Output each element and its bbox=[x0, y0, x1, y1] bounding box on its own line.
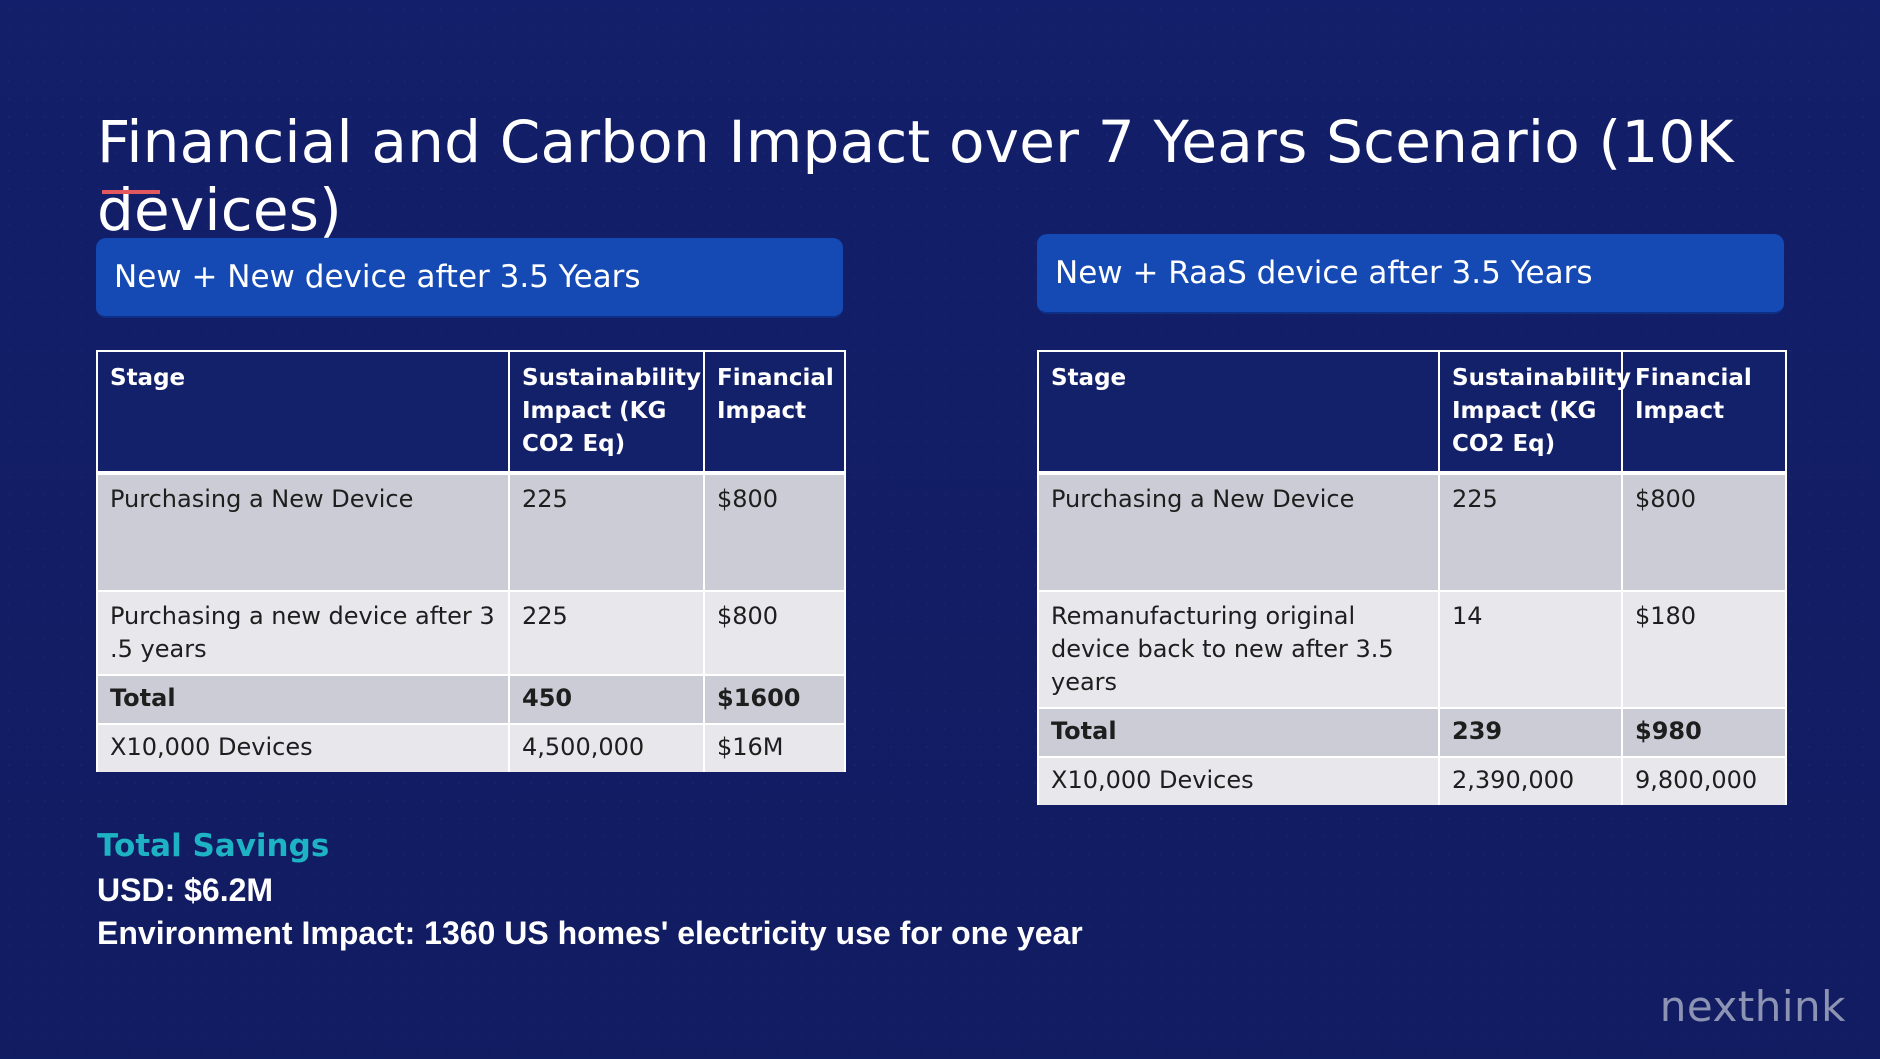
financial-cell: 9,800,000 bbox=[1621, 756, 1787, 805]
table-row: X10,000 Devices 2,390,000 9,800,000 bbox=[1037, 756, 1787, 805]
column-header-stage: Stage bbox=[96, 350, 510, 475]
table-header-row: Stage Sustainability Impact (KG CO2 Eq) … bbox=[1037, 350, 1787, 475]
sustainability-cell: 225 bbox=[508, 590, 705, 675]
column-header-financial: Financial Impact bbox=[703, 350, 846, 475]
right-impact-table: Stage Sustainability Impact (KG CO2 Eq) … bbox=[1037, 350, 1787, 805]
stage-cell: Remanufacturing original device back to … bbox=[1037, 590, 1440, 708]
financial-cell: $800 bbox=[703, 472, 846, 591]
sustainability-cell: 225 bbox=[508, 472, 705, 591]
sustainability-cell: 225 bbox=[1438, 472, 1623, 591]
savings-usd: USD: $6.2M bbox=[97, 872, 274, 908]
sustainability-cell: 2,390,000 bbox=[1438, 756, 1623, 805]
stage-cell: X10,000 Devices bbox=[96, 723, 510, 772]
sustainability-cell: 14 bbox=[1438, 590, 1623, 708]
table-row: Purchasing a new device after 3 .5 years… bbox=[96, 590, 846, 675]
total-row: Total 450 $1600 bbox=[96, 674, 846, 724]
total-savings-section: Total Savings USD: $6.2M Environment Imp… bbox=[97, 828, 1083, 958]
stage-cell: Purchasing a new device after 3 .5 years bbox=[96, 590, 510, 675]
column-header-sustainability: Sustainability Impact (KG CO2 Eq) bbox=[1438, 350, 1631, 475]
financial-cell: $800 bbox=[703, 590, 846, 675]
column-header-stage: Stage bbox=[1037, 350, 1440, 475]
stage-cell: X10,000 Devices bbox=[1037, 756, 1440, 805]
financial-cell: $16M bbox=[703, 723, 846, 772]
total-row: Total 239 $980 bbox=[1037, 707, 1787, 757]
sustainability-cell: 239 bbox=[1438, 707, 1623, 757]
column-header-financial: Financial Impact bbox=[1621, 350, 1787, 475]
table-row: Remanufacturing original device back to … bbox=[1037, 590, 1787, 708]
nexthink-logo: nexthink bbox=[1659, 982, 1846, 1031]
left-impact-table: Stage Sustainability Impact (KG CO2 Eq) … bbox=[96, 350, 846, 772]
right-panel-header: New + RaaS device after 3.5 Years bbox=[1037, 234, 1784, 314]
table-row: Purchasing a New Device 225 $800 bbox=[96, 472, 846, 591]
sustainability-cell: 450 bbox=[508, 674, 705, 724]
table-row: X10,000 Devices 4,500,000 $16M bbox=[96, 723, 846, 772]
column-header-sustainability: Sustainability Impact (KG CO2 Eq) bbox=[508, 350, 705, 475]
savings-heading: Total Savings bbox=[97, 828, 330, 864]
left-panel-header: New + New device after 3.5 Years bbox=[96, 238, 843, 318]
stage-cell: Total bbox=[96, 674, 510, 724]
stage-cell: Total bbox=[1037, 707, 1440, 757]
stage-cell: Purchasing a New Device bbox=[1037, 472, 1440, 591]
sustainability-cell: 4,500,000 bbox=[508, 723, 705, 772]
slide-title: Financial and Carbon Impact over 7 Years… bbox=[97, 108, 1734, 244]
table-header-row: Stage Sustainability Impact (KG CO2 Eq) … bbox=[96, 350, 846, 475]
table-row: Purchasing a New Device 225 $800 bbox=[1037, 472, 1787, 591]
financial-cell: $980 bbox=[1621, 707, 1787, 757]
financial-cell: $180 bbox=[1621, 590, 1787, 708]
financial-cell: $1600 bbox=[703, 674, 846, 724]
savings-environment: Environment Impact: 1360 US homes' elect… bbox=[97, 915, 1083, 951]
financial-cell: $800 bbox=[1621, 472, 1787, 591]
title-accent-line bbox=[102, 190, 160, 194]
stage-cell: Purchasing a New Device bbox=[96, 472, 510, 591]
